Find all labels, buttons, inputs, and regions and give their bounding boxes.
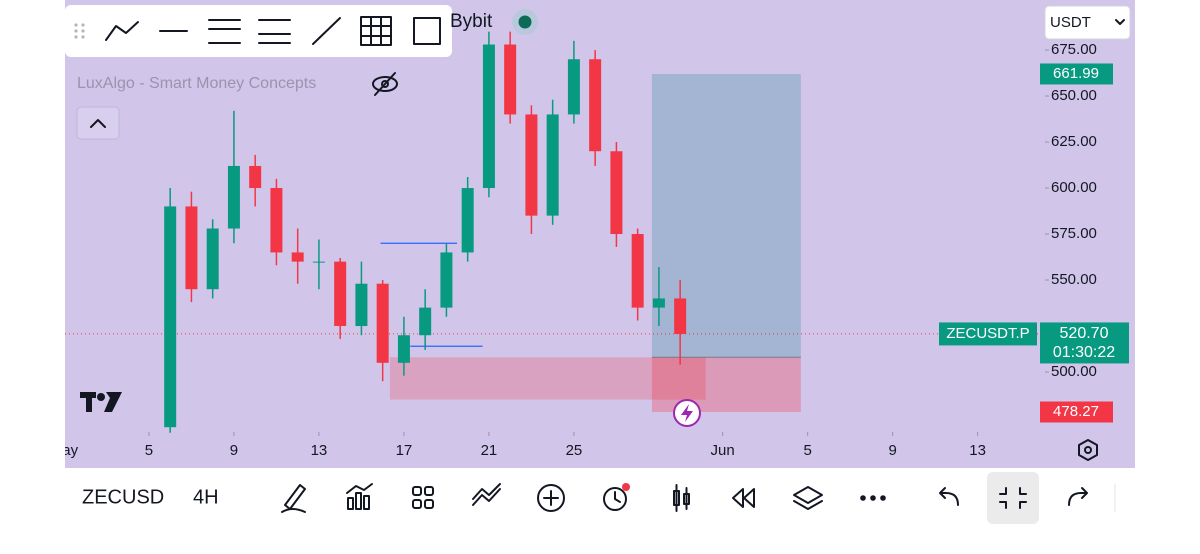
candle-body [504, 44, 517, 115]
bolt-icon [681, 404, 693, 422]
candle-body [206, 228, 219, 290]
alert-button[interactable] [603, 487, 627, 511]
position-stop-zone [651, 357, 801, 413]
candle-body [461, 188, 474, 253]
y-tick-label: 550.00 [1051, 271, 1097, 288]
dropdown-arrow [1115, 19, 1125, 25]
toolbar-bg [65, 5, 452, 57]
interval[interactable]: 4H [193, 486, 219, 508]
overlay: 500.00 550.00 575.00 600.00 625.00 650.00 675.… [939, 41, 1129, 423]
candle-body [185, 206, 198, 290]
trend-tool[interactable] [105, 21, 139, 41]
x-tick-label: May [50, 442, 79, 459]
undo-button[interactable] [939, 487, 959, 506]
x-tick-label: 5 [803, 442, 811, 459]
candle-body [610, 151, 623, 235]
layers-button[interactable] [793, 486, 823, 510]
candle-body [355, 283, 368, 327]
drag-handle [74, 23, 85, 39]
candle-body [312, 261, 325, 263]
candle-body [419, 307, 432, 336]
x-tick-label: 25 [566, 442, 583, 459]
symbol-label-bg [939, 322, 1037, 346]
y-tick-label: 625.00 [1051, 133, 1097, 150]
tv-logo [80, 392, 122, 412]
long-tool[interactable] [258, 19, 291, 44]
bottom-toolbar: ZECUSD 4H [82, 472, 1116, 524]
candle-body [249, 165, 262, 189]
symbol[interactable]: ZECUSD [82, 486, 164, 508]
candle-body [397, 335, 410, 363]
settings-icon[interactable] [1078, 439, 1098, 461]
candle-body [546, 114, 559, 216]
more-button[interactable] [860, 495, 886, 501]
exit-fullscreen [999, 487, 1027, 509]
candle-body [440, 252, 453, 308]
y-tick-label: 675.00 [1051, 41, 1097, 58]
candle-body [164, 206, 177, 428]
exchange-name: Bybit [450, 11, 493, 32]
last-price-label: 520.70 [1060, 325, 1109, 342]
y-tick-label: 500.00 [1051, 363, 1097, 380]
y-tick-label: 575.00 [1051, 225, 1097, 242]
y-tick-label: 600.00 [1051, 179, 1097, 196]
x-tick-label: 17 [396, 442, 413, 459]
currency: USDT [1050, 14, 1091, 31]
grid-tool[interactable] [360, 16, 392, 46]
x-tick-label: 21 [481, 442, 498, 459]
drawing-toolbar [65, 5, 452, 57]
rect-tool[interactable] [413, 17, 441, 45]
stop-label-bg [1040, 401, 1113, 423]
target-label: 661.99 [1053, 65, 1099, 82]
chart-type-button[interactable] [673, 484, 690, 512]
collapse-button[interactable] [76, 106, 120, 140]
x-tick-label: 13 [969, 442, 986, 459]
alert-dot [622, 483, 630, 491]
candle-body [376, 283, 389, 363]
candle-body [567, 59, 580, 115]
x-tick-label: 13 [311, 442, 328, 459]
short-tool[interactable] [208, 19, 241, 44]
redo-button[interactable] [1068, 487, 1088, 506]
candle-body [631, 234, 644, 308]
x-tick-label: 9 [230, 442, 238, 459]
status-dot [518, 15, 532, 29]
indicator-name: LuxAlgo - Smart Money Concepts [77, 75, 316, 92]
countdown: 01:30:22 [1053, 344, 1115, 361]
fullscreen-bg[interactable] [987, 472, 1039, 524]
plot-area: May 5 9 13 17 21 25 Jun 5 9 13 [50, 31, 1045, 459]
chevron-up [90, 119, 106, 128]
candle-body [291, 252, 304, 262]
x-tick-label: Jun [711, 442, 735, 459]
last-price-bg [1040, 322, 1129, 364]
target-label-bg [1040, 63, 1113, 85]
candle-body [482, 44, 495, 189]
x-tick-label: 9 [888, 442, 896, 459]
replay-button[interactable] [732, 488, 755, 508]
compare-button[interactable] [472, 483, 501, 506]
candle-body [674, 298, 687, 334]
x-tick-label: 5 [145, 442, 153, 459]
templates-button[interactable] [412, 486, 434, 509]
hide-indicator[interactable] [372, 72, 398, 96]
candle-body [227, 165, 240, 229]
candle-body [589, 59, 602, 152]
order-block [389, 357, 706, 400]
indicators-button[interactable] [346, 483, 373, 510]
symbol-label: ZECUSDT.P [946, 325, 1029, 342]
candle-body [334, 261, 347, 327]
draw-button[interactable] [281, 484, 306, 513]
ray-tool[interactable] [312, 17, 341, 45]
add-button[interactable] [537, 484, 565, 512]
candle-body [525, 114, 538, 216]
currency-select[interactable] [1044, 5, 1131, 40]
candle-body [652, 298, 665, 308]
stop-label: 478.27 [1053, 403, 1099, 420]
y-tick-label: 650.00 [1051, 87, 1097, 104]
candle-body [270, 188, 283, 253]
